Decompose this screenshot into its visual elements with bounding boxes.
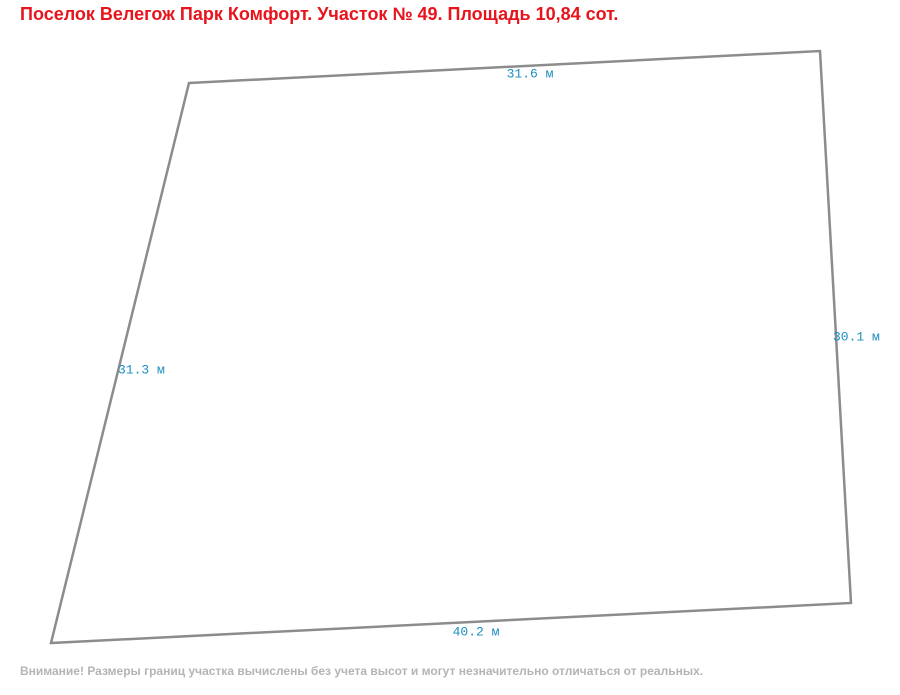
edge-label: 30.1 м [833,329,880,344]
title: Поселок Велегож Парк Комфорт. Участок № … [20,4,618,24]
plot-boundary [49,49,853,645]
footer-note: Внимание! Размеры границ участка вычисле… [20,664,703,678]
edge-label: 31.3 м [118,362,165,377]
edge-label: 40.2 м [453,624,500,639]
edge-label: 31.6 м [507,66,554,81]
